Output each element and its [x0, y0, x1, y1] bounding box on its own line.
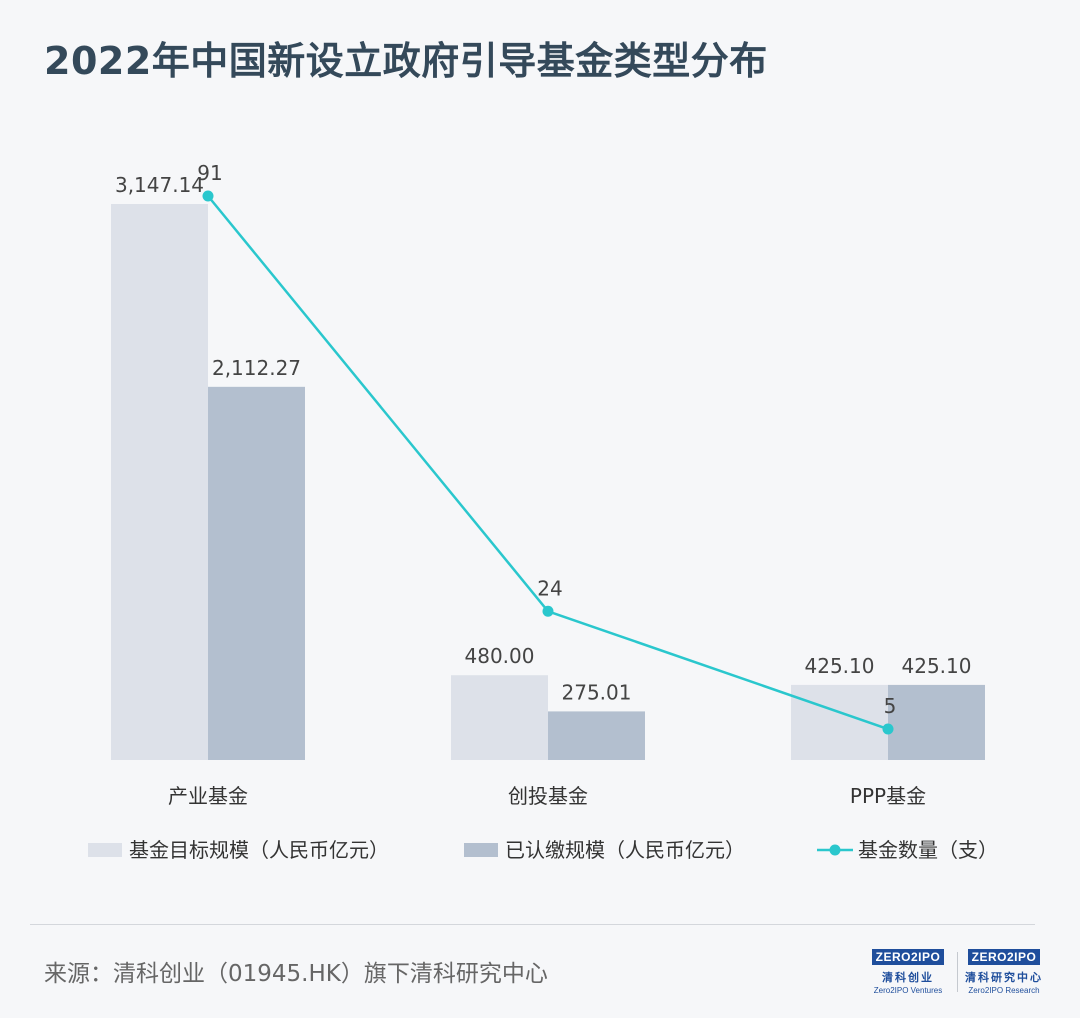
count-point: [542, 605, 554, 617]
zero2ipo-research-logo: ZERO2IPO 清科研究中心 Zero2IPO Research: [965, 949, 1043, 995]
bar-1-2: [451, 675, 548, 760]
category-label: 产业基金: [168, 784, 248, 808]
bar-1-1: [111, 204, 208, 760]
legend-label: 基金数量（支）: [858, 838, 998, 862]
count-point: [882, 723, 894, 735]
logo-separator: [957, 952, 958, 992]
category-label: PPP基金: [850, 784, 926, 808]
bar-value-label: 2,112.27: [212, 356, 301, 380]
footer-divider: [30, 924, 1035, 925]
source-note: 来源：清科创业（01945.HK）旗下清科研究中心: [44, 961, 548, 987]
legend-marker: [829, 844, 841, 856]
count-value-label: 24: [537, 576, 562, 600]
bar-2-3: [888, 684, 985, 760]
legend-swatch: [464, 843, 498, 857]
bar-value-label: 3,147.14: [115, 173, 204, 197]
legend-label: 基金目标规模（人民币亿元）: [129, 838, 389, 862]
bar-value-label: 425.10: [805, 654, 875, 678]
count-value-label: 5: [884, 694, 897, 718]
bar-value-label: 425.10: [902, 654, 972, 678]
bar-2-1: [208, 386, 305, 760]
chart-title: 2022年中国新设立政府引导基金类型分布: [44, 39, 768, 83]
bar-value-label: 480.00: [465, 644, 535, 668]
combo-chart: 3,147.14 480.00 425.10 2,112.27 275.01 425.10…: [88, 161, 998, 862]
count-value-label: 91: [197, 161, 222, 185]
legend-swatch: [88, 843, 122, 857]
zero2ipo-ventures-logo: ZERO2IPO 清科创业 Zero2IPO Ventures: [866, 948, 950, 996]
count-line: [207, 195, 889, 731]
legend-label: 已认缴规模（人民币亿元）: [505, 838, 745, 862]
bar-1-3: [791, 684, 888, 760]
category-label: 创投基金: [508, 784, 588, 808]
bar-value-label: 275.01: [562, 680, 632, 704]
count-point: [202, 190, 214, 202]
bar-2-2: [548, 711, 645, 760]
